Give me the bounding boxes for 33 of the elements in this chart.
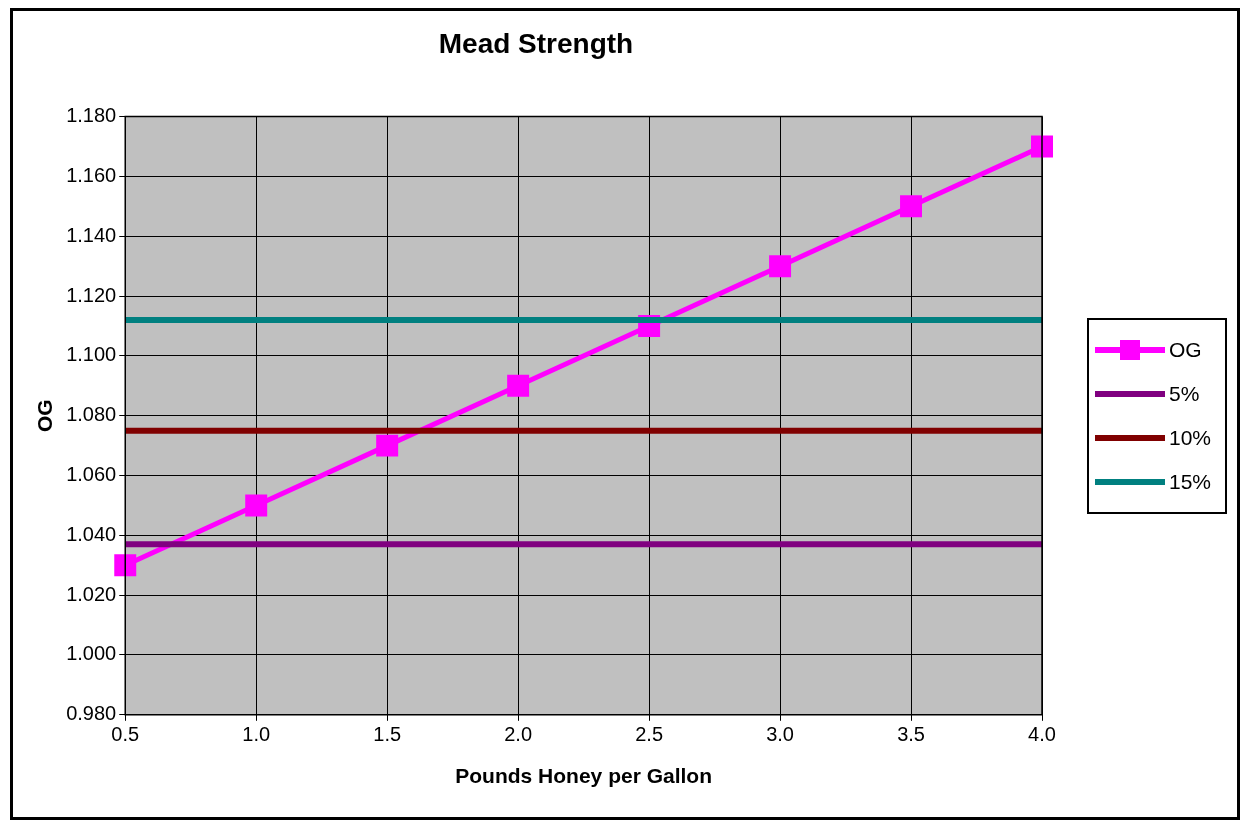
x-tick-label: 2.5: [635, 723, 664, 746]
y-tick-label: 1.160: [66, 163, 117, 186]
x-tick-label: 1.5: [373, 723, 402, 746]
x-axis-title: Pounds Honey per Gallon: [455, 764, 712, 788]
legend-label: OG: [1169, 338, 1202, 362]
y-tick-label: 1.000: [66, 642, 117, 665]
y-tick-label: 1.180: [66, 104, 117, 127]
chart-title: Mead Strength: [438, 27, 634, 59]
x-tick-label: 0.5: [111, 723, 140, 746]
point: [1031, 135, 1053, 158]
x-tick-label: 2.0: [504, 723, 533, 746]
x-tick-label: 3.5: [897, 723, 925, 746]
y-tick-label: 1.140: [66, 223, 117, 246]
legend-label: 10%: [1169, 426, 1212, 450]
point: [376, 434, 399, 457]
point: [900, 195, 923, 218]
y-tick-label: 1.120: [66, 283, 117, 306]
x-tick-label: 1.0: [242, 723, 271, 746]
point: [114, 554, 137, 577]
legend-label: 15%: [1169, 470, 1212, 494]
y-tick-label: 1.080: [66, 403, 117, 426]
y-axis-title: OG: [33, 399, 57, 433]
x-tick-label: 3.0: [766, 723, 794, 746]
y-tick-label: 1.100: [66, 343, 117, 366]
point: [769, 255, 792, 278]
y-tick-label: 1.020: [66, 582, 117, 605]
y-tick-label: 1.040: [66, 522, 117, 545]
y-tick-label: 1.060: [66, 463, 117, 486]
y-tick-label: 0.980: [66, 702, 117, 725]
x-tick-label: 4.0: [1028, 723, 1056, 746]
point: [507, 374, 530, 397]
legend-label: 5%: [1169, 382, 1200, 406]
point: [245, 494, 268, 517]
